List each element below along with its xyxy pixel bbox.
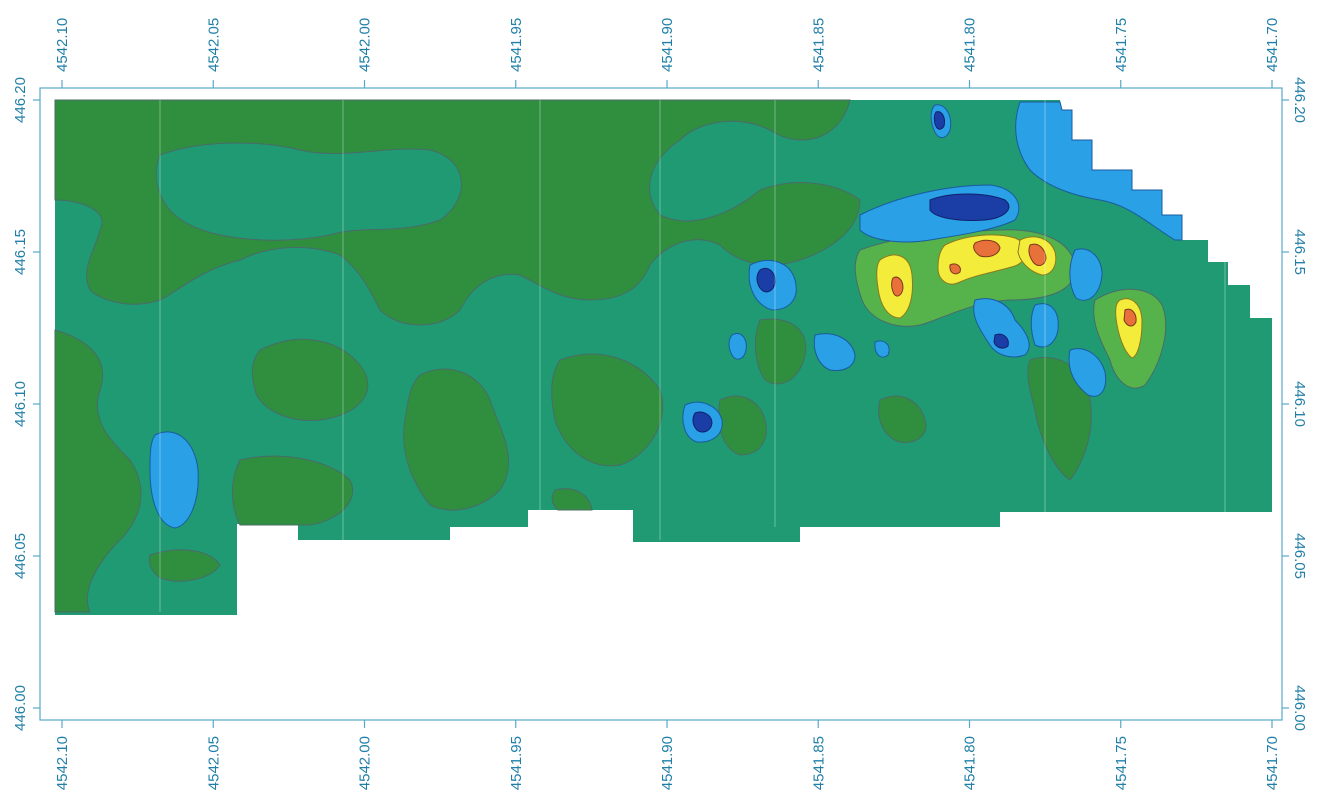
y-axis-right: 446.00 446.05 446.10 446.15 446.20 [1282, 77, 1308, 731]
y-tick-right-label: 446.00 [1291, 685, 1308, 731]
x-axis-top: 4542.10 4542.05 4542.00 4541.95 4541.90 4541.… [54, 18, 1281, 88]
x-tick-bottom-label: 4542.05 [205, 736, 222, 790]
x-tick-bottom-label: 4541.70 [1264, 736, 1281, 790]
y-tick-right-label: 446.20 [1291, 77, 1308, 123]
scan-streaks [159, 100, 1226, 612]
x-tick-bottom-label: 4541.95 [508, 736, 525, 790]
x-tick-bottom-label: 4541.75 [1113, 736, 1130, 790]
y-axis-left: 446.00 446.05 446.10 446.15 446.20 [12, 77, 40, 731]
y-tick-right-label: 446.10 [1291, 381, 1308, 427]
x-tick-bottom-label: 4541.90 [659, 736, 676, 790]
contour-dark-blue-regions [692, 111, 1010, 433]
x-tick-top-label: 4541.95 [508, 18, 525, 72]
x-tick-top-label: 4541.70 [1264, 18, 1281, 72]
x-tick-bottom-label: 4542.00 [357, 736, 374, 790]
contour-orange-cores [891, 239, 1137, 327]
x-axis-bottom: 4542.10 4542.05 4542.00 4541.95 4541.90 4541.… [54, 720, 1281, 790]
x-tick-top-label: 4541.75 [1113, 18, 1130, 72]
y-tick-left-label: 446.15 [12, 229, 29, 275]
y-tick-left-label: 446.05 [12, 533, 29, 579]
x-tick-bottom-label: 4542.10 [54, 736, 71, 790]
contour-yellow-hotspots [876, 234, 1143, 359]
x-tick-top-label: 4541.80 [962, 18, 979, 72]
x-tick-bottom-label: 4541.80 [962, 736, 979, 790]
y-tick-right-label: 446.05 [1291, 533, 1308, 579]
x-tick-top-label: 4542.05 [205, 18, 222, 72]
x-tick-bottom-label: 4541.85 [810, 736, 827, 790]
y-tick-left-label: 446.20 [12, 77, 29, 123]
x-tick-top-label: 4541.85 [810, 18, 827, 72]
y-tick-left-label: 446.00 [12, 685, 29, 731]
x-tick-top-label: 4542.00 [357, 18, 374, 72]
y-tick-left-label: 446.10 [12, 381, 29, 427]
y-tick-right-label: 446.15 [1291, 229, 1308, 275]
x-tick-top-label: 4542.10 [54, 18, 71, 72]
x-tick-top-label: 4541.90 [659, 18, 676, 72]
contour-dark-green-regions [54, 99, 1092, 613]
